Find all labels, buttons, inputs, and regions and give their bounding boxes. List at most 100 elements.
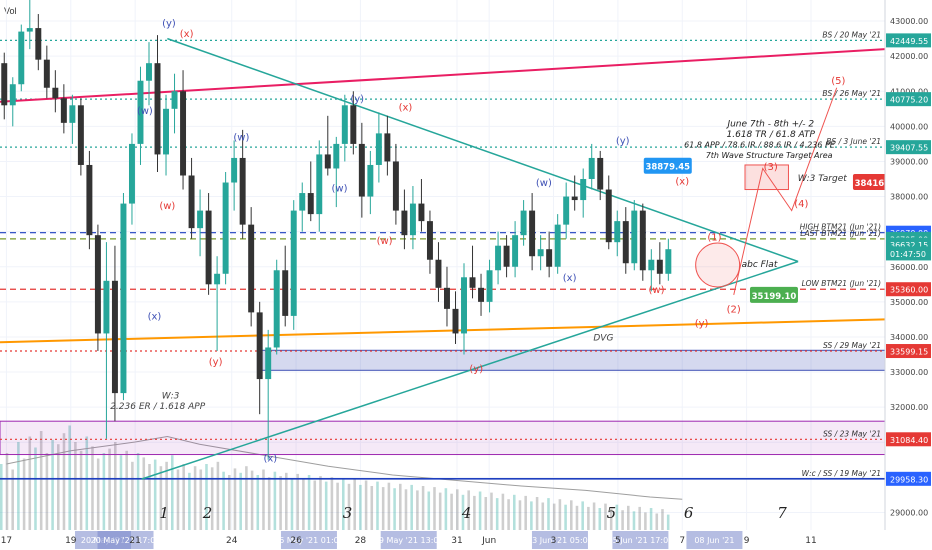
volume-bar	[359, 484, 362, 530]
y-tick-label: 40000.00	[890, 122, 928, 131]
wave-label: (w)	[159, 201, 175, 212]
triangle-upper	[167, 37, 799, 263]
volume-bar	[0, 464, 3, 530]
candle-body	[418, 203, 425, 222]
volume-bar	[279, 476, 282, 530]
cycle-number: 3	[343, 504, 353, 522]
wave-label: (x)	[399, 103, 413, 114]
volume-bar	[159, 466, 163, 530]
candle-body	[103, 280, 110, 334]
axis-price-tag-text: 39407.55	[890, 144, 928, 153]
volume-bar	[347, 483, 351, 530]
volume-bar	[381, 487, 385, 530]
volume-bar	[438, 492, 442, 530]
candle-body	[639, 210, 646, 271]
candle-body	[631, 210, 638, 264]
volume-bar	[570, 500, 573, 530]
volume-bar	[592, 502, 596, 530]
date-highlight-label: 05 Jun '21 17:00	[608, 536, 674, 545]
volume-bar	[661, 509, 664, 530]
candle-body	[614, 221, 621, 243]
price-tag-text: 38416.15	[855, 179, 900, 189]
date-highlight-label: 20 May '21 17:00	[91, 536, 161, 545]
wave-label: (y)	[162, 18, 176, 29]
cycle-number: 6	[684, 504, 694, 522]
axis-price-tag-text: 40775.20	[890, 96, 928, 105]
price-tag-box	[643, 157, 692, 174]
candle-body	[665, 249, 672, 274]
volume-bar	[205, 464, 208, 530]
candle-body	[9, 84, 16, 106]
volume-bar	[273, 471, 277, 530]
volume-bar	[324, 481, 328, 530]
x-tick-label: 24	[226, 536, 238, 546]
candle-body	[622, 221, 629, 264]
axis-price-tag-box	[886, 140, 931, 155]
annotation: 1.618 TR / 61.8 ATP	[727, 130, 816, 140]
y-tick-label: 36000.00	[890, 263, 928, 272]
volume-bar	[11, 469, 14, 530]
candle-body	[324, 154, 331, 169]
candle-body	[495, 245, 502, 271]
volume-bar	[495, 498, 499, 530]
volume-bar	[62, 433, 66, 530]
wave-label: (w)	[536, 178, 552, 189]
volume-bar	[547, 498, 550, 530]
volume-bar	[615, 504, 619, 530]
candle-body	[111, 280, 118, 394]
wave-label: (y)	[695, 318, 709, 329]
volume-bar	[262, 469, 265, 530]
date-highlight-label: 29 May '21 13:00	[374, 536, 444, 545]
wave-label: (5)	[831, 76, 845, 87]
volume-bar	[456, 489, 459, 530]
candle-body	[18, 31, 25, 85]
volume-bar	[518, 500, 522, 530]
axis-price-tag-text: 01:47:50	[890, 250, 926, 259]
candle-body	[163, 108, 170, 155]
volume-bar	[416, 490, 419, 530]
volume-bar	[552, 503, 556, 530]
wave-label: (y)	[209, 357, 223, 368]
volume-bar	[530, 501, 533, 530]
y-tick-label: 41000.00	[890, 87, 928, 96]
candle-body	[503, 245, 510, 267]
axis-price-tag-box	[886, 282, 931, 297]
volume-bar	[222, 471, 225, 530]
axis-price-tag-box	[886, 432, 931, 447]
axis-price-tag-text: 42449.55	[890, 37, 928, 46]
volume-bar	[490, 492, 493, 530]
volume-bar	[336, 482, 339, 530]
axis-price-tag-text: 31084.40	[890, 436, 928, 445]
candle-body	[52, 87, 59, 99]
wave-label: (2)	[727, 304, 741, 315]
date-highlight-box	[612, 531, 669, 549]
wave-label: (x)	[263, 454, 277, 465]
volume-bar	[353, 479, 356, 530]
volume-bar	[17, 442, 20, 530]
volume-bar	[171, 455, 174, 530]
volume-bar	[541, 502, 545, 530]
candle-body	[197, 210, 204, 229]
volume-bar	[513, 494, 516, 530]
level-label: BS / 3 June '21	[826, 137, 881, 146]
candle-body	[469, 277, 476, 288]
volume-bar	[501, 493, 505, 530]
wave-label: (w)	[233, 132, 249, 143]
x-tick-label: 5	[615, 536, 621, 546]
volume-bar	[245, 466, 248, 530]
volume-bar	[39, 431, 43, 530]
volume-bar	[598, 508, 602, 530]
volume-bar	[290, 478, 294, 530]
volume-bar	[609, 509, 613, 530]
triangle-lower	[141, 260, 799, 480]
candle-body	[461, 277, 467, 334]
level-label: SS / 29 May '21	[823, 341, 881, 350]
price-tag-box	[749, 286, 798, 303]
volume-bar	[581, 501, 584, 530]
candle-body	[188, 175, 195, 229]
candle-body	[94, 235, 101, 334]
volume-bar	[604, 503, 607, 530]
volume-bar	[125, 450, 128, 530]
